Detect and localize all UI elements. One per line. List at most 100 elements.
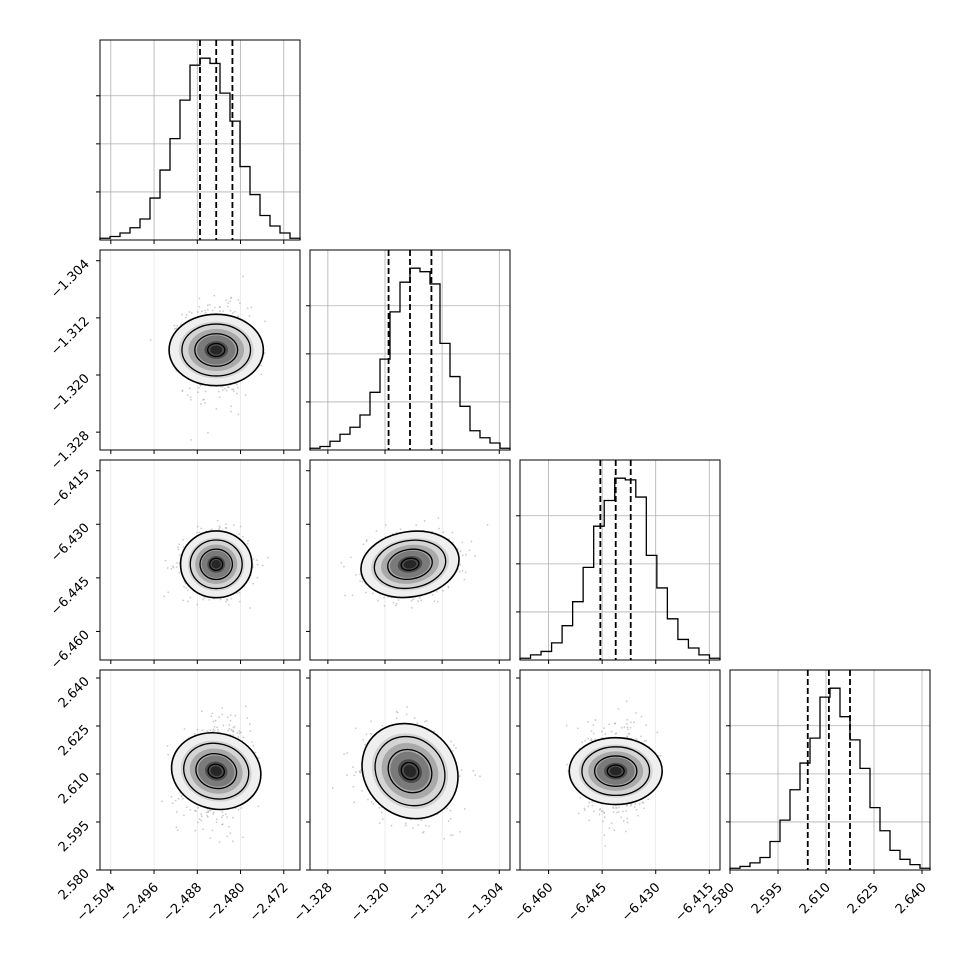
scatter-point: [355, 573, 357, 576]
scatter-point: [176, 561, 178, 564]
scatter-point: [182, 538, 184, 541]
scatter-point: [176, 829, 179, 832]
scatter-point: [640, 735, 643, 738]
scatter-point: [383, 596, 385, 599]
scatter-point: [603, 811, 606, 814]
scatter-point: [225, 299, 228, 302]
scatter-point: [171, 802, 174, 805]
scatter-point: [228, 825, 230, 828]
scatter-point: [200, 813, 203, 816]
x-tick-label: 2.595: [749, 880, 786, 917]
scatter-point: [630, 804, 632, 807]
scatter-point: [256, 563, 259, 566]
scatter-point: [458, 775, 461, 778]
scatter-point: [588, 819, 591, 822]
scatter-point: [346, 774, 348, 777]
scatter-point: [449, 740, 452, 743]
scatter-point: [423, 520, 426, 522]
scatter-point: [232, 524, 235, 526]
scatter-point: [208, 599, 211, 601]
scatter-point: [238, 600, 241, 603]
scatter-point: [626, 728, 629, 731]
scatter-point: [383, 604, 386, 607]
scatter-point: [228, 724, 231, 726]
scatter-panel-3-0: [99, 669, 301, 871]
scatter-point: [200, 819, 203, 822]
scatter-point: [218, 528, 220, 531]
scatter-point: [615, 807, 618, 809]
scatter-point: [359, 573, 362, 576]
scatter-point: [412, 598, 415, 601]
scatter-point: [225, 523, 227, 526]
scatter-point: [459, 564, 462, 566]
scatter-point: [629, 726, 632, 729]
scatter-point: [340, 562, 343, 564]
scatter-point: [372, 592, 374, 595]
scatter-point: [260, 373, 263, 376]
scatter-point: [370, 801, 373, 803]
scatter-point: [170, 567, 173, 570]
scatter-point: [187, 600, 189, 603]
x-tick-label: −2.480: [204, 880, 249, 925]
scatter-point: [587, 805, 590, 808]
scatter-point: [450, 834, 452, 837]
y-tick-label: 2.610: [56, 770, 93, 807]
scatter-point: [229, 714, 232, 716]
scatter-point: [228, 727, 231, 730]
scatter-point: [222, 724, 225, 727]
y-tick-label: 2.580: [56, 866, 93, 903]
scatter-point: [633, 806, 636, 808]
x-tick-label: −2.472: [247, 880, 292, 925]
scatter-point: [584, 739, 587, 742]
scatter-point: [232, 390, 235, 393]
scatter-point: [210, 528, 213, 531]
scatter-point: [367, 798, 369, 801]
scatter-point: [226, 835, 229, 838]
scatter-point: [435, 590, 438, 593]
scatter-point: [218, 306, 221, 309]
scatter-point: [392, 602, 395, 604]
histogram-step-1: [309, 267, 511, 450]
y-tick-label: −6.415: [48, 467, 93, 512]
scatter-point: [659, 754, 662, 757]
scatter-point: [246, 717, 249, 719]
scatter-point: [395, 710, 398, 713]
scatter-point: [244, 394, 247, 396]
scatter-point: [241, 535, 244, 538]
scatter-point: [174, 328, 176, 330]
scatter-point: [608, 723, 611, 726]
scatter-point: [232, 816, 234, 819]
scatter-point: [185, 587, 188, 589]
scatter-point: [177, 548, 180, 551]
scatter-point: [591, 800, 594, 803]
scatter-point: [237, 808, 240, 811]
scatter-point: [599, 807, 602, 810]
scatter-point: [237, 315, 239, 318]
scatter-point: [626, 821, 629, 824]
scatter-point: [626, 735, 629, 738]
scatter-point: [381, 724, 384, 727]
scatter-point: [463, 807, 466, 810]
scatter-point: [236, 386, 239, 389]
scatter-point: [566, 763, 569, 766]
scatter-point: [365, 539, 368, 541]
scatter-point: [163, 595, 165, 598]
scatter-point: [412, 827, 414, 830]
scatter-point: [185, 314, 188, 316]
scatter-point: [236, 392, 238, 395]
scatter-point: [180, 795, 183, 798]
scatter-point: [410, 606, 413, 609]
scatter-point: [249, 730, 252, 733]
scatter-point: [213, 730, 216, 732]
scatter-point: [196, 603, 199, 606]
scatter-point: [424, 720, 426, 723]
scatter-point: [183, 585, 185, 588]
scatter-point: [184, 316, 187, 319]
scatter-point: [406, 705, 408, 708]
panel-frame: [309, 459, 511, 661]
scatter-point: [218, 396, 221, 399]
scatter-point: [212, 812, 215, 815]
scatter-point: [223, 387, 226, 390]
scatter-point: [622, 810, 624, 813]
x-tick-label: −1.320: [348, 880, 393, 925]
